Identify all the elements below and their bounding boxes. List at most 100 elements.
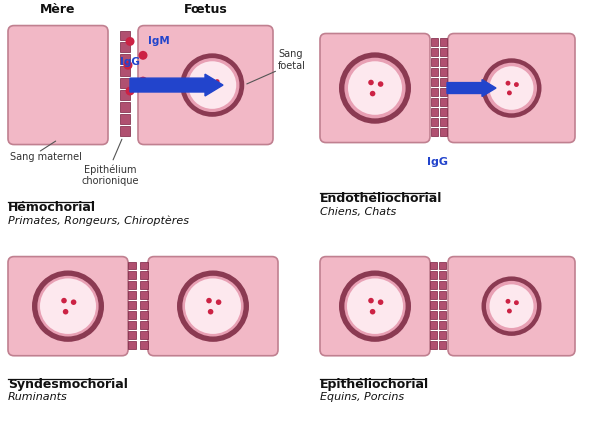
Text: Equins, Porcins: Equins, Porcins [320,392,404,403]
Bar [128,272,136,280]
Circle shape [482,277,541,336]
Circle shape [378,299,383,305]
Bar [128,331,136,339]
Text: Hémochorial: Hémochorial [8,201,96,214]
Circle shape [378,81,383,87]
Bar [431,78,438,86]
Bar [140,331,148,339]
Circle shape [339,270,411,342]
Circle shape [344,276,405,336]
Bar [140,281,148,289]
Text: IgG: IgG [427,157,448,168]
Circle shape [124,61,133,70]
Bar [120,42,130,52]
Circle shape [208,309,213,314]
Circle shape [188,61,236,109]
Bar [440,128,447,136]
Circle shape [63,309,69,314]
Bar [140,262,148,269]
Bar [140,311,148,319]
Text: Fœtus: Fœtus [184,3,227,16]
Bar [431,98,438,106]
Circle shape [486,63,537,113]
Bar [430,301,437,309]
FancyArrow shape [130,74,223,96]
Bar [431,58,438,66]
Bar [128,341,136,349]
Bar [431,108,438,116]
FancyBboxPatch shape [8,257,128,356]
Circle shape [139,77,147,86]
Bar [431,118,438,126]
Bar [431,49,438,56]
Circle shape [177,270,249,342]
Bar [439,281,446,289]
Bar [128,311,136,319]
Circle shape [348,61,402,115]
Circle shape [207,78,211,82]
Bar [439,341,446,349]
Bar [439,321,446,329]
Bar [431,68,438,76]
FancyArrow shape [447,80,496,97]
Text: Chiens, Chats: Chiens, Chats [320,207,396,217]
Circle shape [506,299,510,304]
Circle shape [514,300,519,305]
Circle shape [490,66,534,110]
Bar [140,301,148,309]
Bar [430,292,437,299]
Circle shape [507,90,512,95]
Bar [440,49,447,56]
Circle shape [507,309,512,314]
Circle shape [339,52,411,124]
Bar [128,321,136,329]
Circle shape [32,270,104,342]
Circle shape [183,276,244,336]
Circle shape [215,79,220,84]
Circle shape [490,284,534,328]
Circle shape [506,81,510,86]
Circle shape [38,276,99,336]
Bar [439,262,446,269]
Bar [430,321,437,329]
Text: Epithéliochorial: Epithéliochorial [320,377,429,391]
Bar [430,341,437,349]
Text: Epithélium
chorionique: Epithélium chorionique [81,164,139,187]
Circle shape [368,80,374,85]
Circle shape [368,298,374,303]
Bar [120,54,130,64]
FancyBboxPatch shape [148,257,278,356]
Bar [440,58,447,66]
Bar [140,272,148,280]
Circle shape [185,58,239,112]
Circle shape [125,37,134,46]
Bar [439,292,446,299]
Circle shape [61,298,67,303]
Text: Primates, Rongeurs, Chiroptères: Primates, Rongeurs, Chiroptères [8,216,189,226]
Circle shape [206,298,212,303]
Circle shape [40,278,96,334]
Bar [431,128,438,136]
Circle shape [208,87,213,92]
Bar [120,102,130,112]
Bar [140,341,148,349]
Bar [140,292,148,299]
Bar [120,66,130,76]
Bar [439,311,446,319]
Bar [430,281,437,289]
FancyBboxPatch shape [138,26,273,145]
Bar [440,68,447,76]
Circle shape [347,278,403,334]
Circle shape [125,86,134,95]
Bar [430,311,437,319]
Circle shape [344,58,405,118]
Bar [120,30,130,41]
Bar [430,331,437,339]
Circle shape [370,309,376,314]
Bar [440,98,447,106]
Bar [439,301,446,309]
Bar [120,78,130,88]
Text: Syndesmochorial: Syndesmochorial [8,377,128,391]
Bar [430,272,437,280]
Bar [140,321,148,329]
